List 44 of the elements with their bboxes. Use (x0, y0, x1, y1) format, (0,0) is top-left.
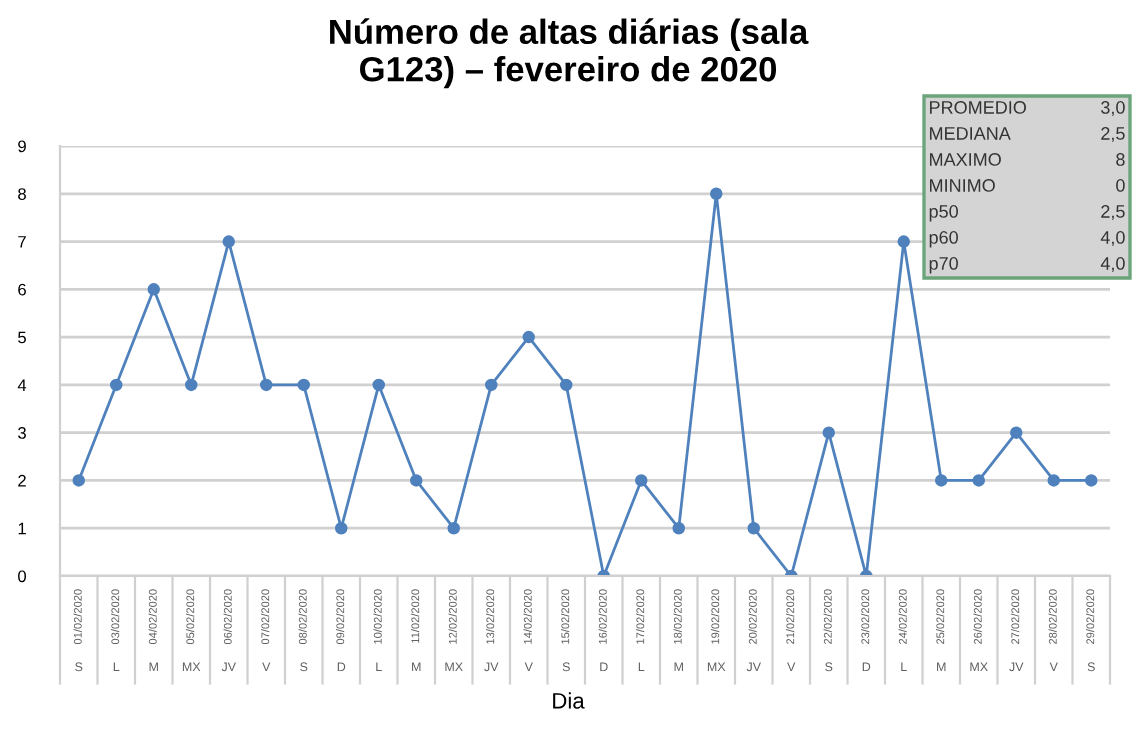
y-tick-label: 5 (18, 331, 26, 344)
y-tick-label: 8 (18, 188, 26, 200)
point (185, 378, 198, 392)
point (485, 378, 498, 392)
point (522, 330, 535, 344)
y-tick-label: 4 (17, 379, 27, 391)
chart-title: Número de altas diárias (sala G123) – fevereiro de 2020 (330, 18, 809, 89)
y-tick-label: 3 (18, 427, 26, 439)
text: MEDIANA 2,5 (930, 127, 1125, 142)
text: p60 4,0 (929, 231, 1125, 248)
point (372, 378, 385, 392)
point (1085, 474, 1098, 487)
point (147, 283, 160, 296)
point (897, 235, 910, 248)
text: MAXIMO 8 (930, 153, 1125, 166)
point (635, 474, 648, 487)
point (110, 378, 123, 392)
text: p70 4,0 (929, 257, 1125, 274)
point (972, 474, 985, 487)
point (410, 474, 423, 487)
y-tick-label: 1 (18, 522, 26, 535)
point (335, 521, 348, 535)
x-axis-title: Dia (553, 692, 585, 709)
point (447, 521, 460, 535)
point (1010, 426, 1023, 439)
point (822, 426, 835, 439)
y-tick-label: 7 (18, 236, 26, 248)
point (560, 378, 573, 392)
y-tick-label: 2 (18, 474, 26, 487)
point (72, 474, 85, 487)
point (222, 235, 235, 248)
point (710, 187, 723, 201)
y-tick-label: 6 (18, 283, 26, 296)
point (672, 521, 685, 535)
point (935, 474, 948, 487)
point (1047, 474, 1060, 487)
text: MINIMO 0 (930, 179, 1125, 192)
text: PROMEDIO 3,0 (930, 101, 1125, 116)
point (747, 521, 760, 535)
point (260, 378, 273, 392)
text: p50 2,5 (929, 205, 1125, 222)
point (297, 378, 310, 392)
y-tick-label: 9 (18, 140, 26, 153)
y-tick-label: 0 (18, 570, 27, 583)
